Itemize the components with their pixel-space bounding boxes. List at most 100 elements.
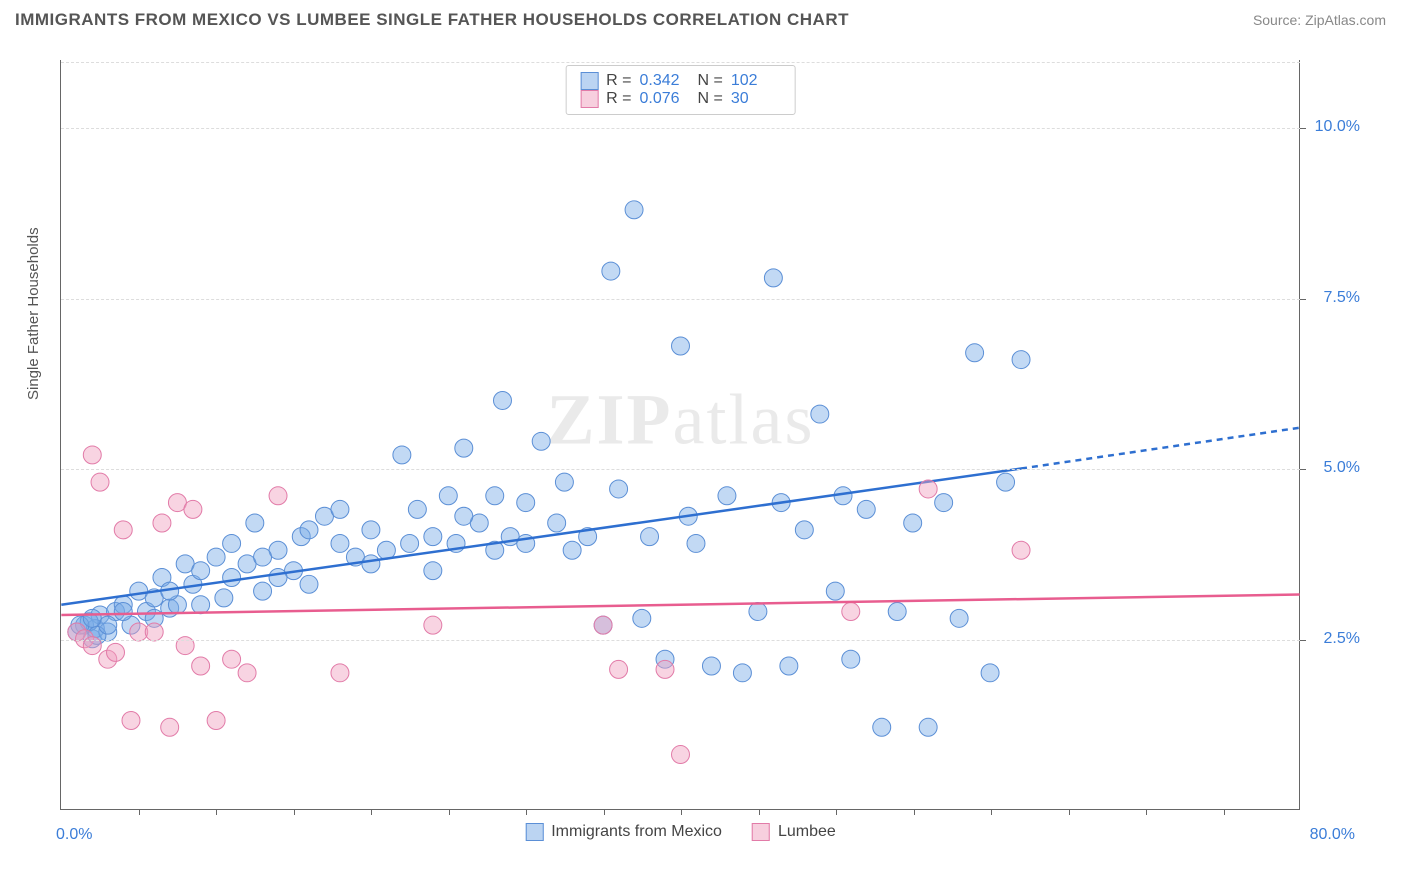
swatch-pink-icon <box>580 90 598 108</box>
data-point <box>424 562 442 580</box>
data-point <box>223 569 241 587</box>
data-point <box>215 589 233 607</box>
data-point <box>114 603 132 621</box>
gridline-h <box>61 640 1300 641</box>
stats-row-series-1: R = 0.342 N = 102 <box>580 72 781 90</box>
data-point <box>184 500 202 518</box>
data-point <box>107 643 125 661</box>
chart-title: IMMIGRANTS FROM MEXICO VS LUMBEE SINGLE … <box>15 10 849 30</box>
data-point <box>981 664 999 682</box>
gridline-h <box>61 128 1300 129</box>
data-point <box>904 514 922 532</box>
data-point <box>153 514 171 532</box>
y-axis-label: Single Father Households <box>25 227 42 400</box>
data-point <box>91 473 109 491</box>
data-point <box>192 596 210 614</box>
data-point <box>254 582 272 600</box>
data-point <box>563 541 581 559</box>
legend-item-2: Lumbee <box>752 823 836 841</box>
data-point <box>401 534 419 552</box>
scatter-svg <box>61 60 1300 809</box>
data-point <box>331 500 349 518</box>
data-point <box>625 201 643 219</box>
data-point <box>764 269 782 287</box>
data-point <box>702 657 720 675</box>
trend-line-ext <box>1021 428 1300 469</box>
data-point <box>733 664 751 682</box>
data-point <box>83 446 101 464</box>
data-point <box>873 718 891 736</box>
stats-legend-box: R = 0.342 N = 102 R = 0.076 N = 30 <box>565 65 796 115</box>
data-point <box>269 487 287 505</box>
data-point <box>455 507 473 525</box>
chart-plot-area: R = 0.342 N = 102 R = 0.076 N = 30 ZIPat… <box>60 60 1300 810</box>
data-point <box>795 521 813 539</box>
data-point <box>919 480 937 498</box>
source-label: Source: ZipAtlas.com <box>1253 12 1386 28</box>
data-point <box>842 603 860 621</box>
x-min-label: 0.0% <box>56 826 92 844</box>
data-point <box>439 487 457 505</box>
data-point <box>331 534 349 552</box>
swatch-pink-icon <box>752 823 770 841</box>
data-point <box>517 494 535 512</box>
data-point <box>950 609 968 627</box>
data-point <box>966 344 984 362</box>
swatch-blue-icon <box>580 72 598 90</box>
y-tick-label: 2.5% <box>1324 630 1360 648</box>
data-point <box>192 657 210 675</box>
data-point <box>223 650 241 668</box>
data-point <box>780 657 798 675</box>
data-point <box>424 528 442 546</box>
data-point <box>331 664 349 682</box>
data-point <box>207 548 225 566</box>
data-point <box>207 711 225 729</box>
stats-row-series-2: R = 0.076 N = 30 <box>580 90 781 108</box>
data-point <box>532 432 550 450</box>
data-point <box>687 534 705 552</box>
y-tick-label: 10.0% <box>1315 118 1360 136</box>
data-point <box>826 582 844 600</box>
data-point <box>122 711 140 729</box>
data-point <box>254 548 272 566</box>
data-point <box>718 487 736 505</box>
data-point <box>1012 541 1030 559</box>
data-point <box>610 660 628 678</box>
header-bar: IMMIGRANTS FROM MEXICO VS LUMBEE SINGLE … <box>0 0 1406 35</box>
data-point <box>246 514 264 532</box>
gridline-h <box>61 469 1300 470</box>
data-point <box>555 473 573 491</box>
data-point <box>362 555 380 573</box>
data-point <box>935 494 953 512</box>
legend-item-1: Immigrants from Mexico <box>525 823 722 841</box>
data-point <box>656 660 674 678</box>
data-point <box>857 500 875 518</box>
data-point <box>811 405 829 423</box>
data-point <box>145 623 163 641</box>
data-point <box>300 575 318 593</box>
x-max-label: 80.0% <box>1310 826 1355 844</box>
data-point <box>888 603 906 621</box>
data-point <box>633 609 651 627</box>
data-point <box>641 528 659 546</box>
y-tick-label: 5.0% <box>1324 459 1360 477</box>
data-point <box>238 664 256 682</box>
data-point <box>610 480 628 498</box>
data-point <box>997 473 1015 491</box>
data-point <box>749 603 767 621</box>
data-point <box>83 609 101 627</box>
data-point <box>223 534 241 552</box>
data-point <box>424 616 442 634</box>
trend-line <box>61 469 1021 605</box>
bottom-legend: Immigrants from Mexico Lumbee <box>525 823 836 841</box>
data-point <box>493 391 511 409</box>
data-point <box>269 569 287 587</box>
data-point <box>300 521 318 539</box>
data-point <box>455 439 473 457</box>
data-point <box>393 446 411 464</box>
data-point <box>672 746 690 764</box>
swatch-blue-icon <box>525 823 543 841</box>
data-point <box>594 616 612 634</box>
data-point <box>408 500 426 518</box>
data-point <box>486 487 504 505</box>
